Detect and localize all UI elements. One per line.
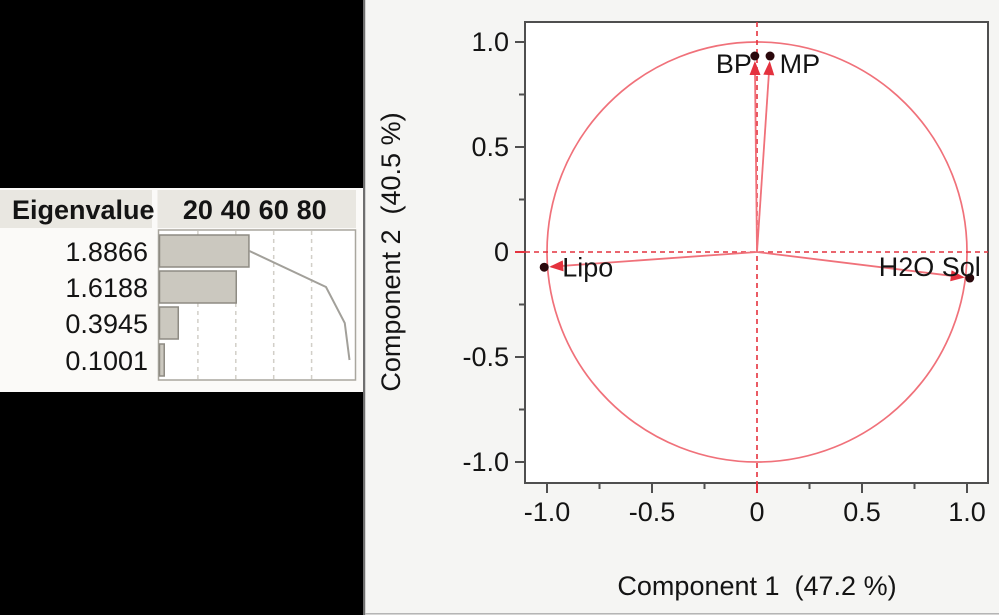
loading-marker-dot[interactable] (750, 51, 760, 61)
loading-plot-svg: -1.0 -1.0 -0.5 -0.5 0 0 0.5 0.5 1.0 1.0 BP MP Lipo H… (363, 0, 999, 615)
x-tick-label: 1.0 (948, 497, 986, 527)
percent-scale-number: 40 (221, 195, 251, 225)
loading-point-label: BP (716, 49, 752, 79)
eigenvalue-cell: 1.8866 (65, 237, 148, 267)
y-axis-title: Component 2 (40.5 %) (376, 112, 406, 391)
eigenvalue-cell: 0.1001 (65, 346, 148, 376)
loading-point-label: MP (780, 49, 821, 79)
scree-bar[interactable] (158, 306, 180, 340)
x-axis-title: Component 1 (47.2 %) (617, 571, 896, 601)
loading-arrowhead[interactable] (549, 260, 564, 272)
scree-bars (158, 234, 250, 377)
scree-bar[interactable] (158, 234, 250, 268)
loading-ray (754, 62, 758, 253)
loading-marker-dot[interactable] (539, 262, 549, 272)
loading-ray (756, 251, 963, 279)
loading-ray (551, 251, 758, 268)
loading-ray (756, 62, 771, 253)
loading-point-labels: BP MP Lipo H2O Sol (562, 49, 981, 283)
eigenvalue-cell: 1.6188 (65, 273, 148, 303)
axis-tick-labels: -1.0 -1.0 -0.5 -0.5 0 0 0.5 0.5 1.0 1.0 (462, 27, 985, 527)
loading-point-label: H2O Sol (879, 252, 981, 282)
y-tick-label: -1.0 (462, 447, 509, 477)
percent-scale-number: 60 (259, 195, 289, 225)
x-tick-label: 0.5 (843, 497, 881, 527)
loading-arrowhead[interactable] (749, 61, 761, 76)
eigenvalue-row-labels: 1.8866 1.6188 0.3945 0.1001 (65, 237, 148, 376)
percent-scale-numbers: 20 40 60 80 (183, 195, 327, 225)
x-tick-label: 0 (749, 497, 764, 527)
loading-rays (551, 62, 963, 279)
axis-ticks (515, 41, 968, 493)
percent-scale-header-cell (157, 190, 356, 228)
loading-markers (539, 51, 975, 283)
cumulative-percent-line (249, 250, 351, 361)
x-tick-label: -0.5 (629, 497, 676, 527)
loading-arrowhead[interactable] (763, 61, 775, 76)
eigenvalue-cell: 0.3945 (65, 309, 148, 339)
scree-bar[interactable] (158, 270, 237, 304)
loading-point-label: Lipo (562, 253, 613, 283)
eigenvalue-pane: Eigenvalue 20 40 60 80 1.8866 1.6188 0.3945 0.… (0, 188, 363, 392)
scree-chart-svg: Eigenvalue 20 40 60 80 1.8866 1.6188 0.3945 0.… (0, 190, 357, 381)
y-tick-label: 1.0 (471, 27, 509, 57)
y-tick-label: 0.5 (471, 132, 509, 162)
eigenvalue-column-header: Eigenvalue (12, 195, 155, 225)
percent-scale-number: 20 (183, 195, 213, 225)
loading-arrowhead[interactable] (950, 270, 965, 282)
loading-marker-dot[interactable] (965, 273, 975, 283)
loading-plot-panel: -1.0 -1.0 -0.5 -0.5 0 0 0.5 0.5 1.0 1.0 BP MP Lipo H… (363, 0, 999, 615)
percent-scale-number: 80 (297, 195, 327, 225)
y-tick-label: 0 (494, 237, 509, 267)
eigenvalue-header-cell (0, 190, 152, 228)
x-tick-label: -1.0 (524, 497, 571, 527)
y-tick-label: -0.5 (462, 342, 509, 372)
scree-bar[interactable] (158, 343, 165, 377)
loading-marker-dot[interactable] (765, 51, 775, 61)
